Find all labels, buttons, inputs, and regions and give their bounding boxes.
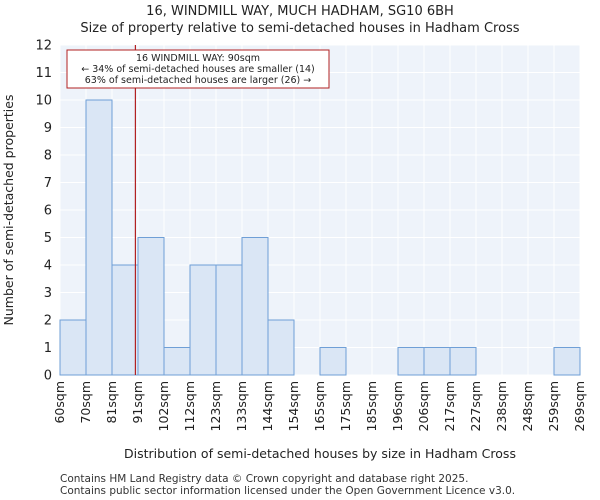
y-tick-label: 0: [44, 369, 52, 384]
x-tick-label: 227sqm: [468, 381, 483, 431]
footer-copyright: Contains HM Land Registry data © Crown c…: [60, 473, 469, 485]
x-tick-label: 81sqm: [104, 381, 119, 424]
y-tick-label: 9: [44, 121, 52, 136]
x-tick-label: 269sqm: [572, 381, 587, 431]
x-tick-label: 144sqm: [260, 381, 275, 431]
x-tick-label: 123sqm: [208, 381, 223, 431]
y-tick-label: 12: [35, 39, 52, 54]
x-tick-label: 196sqm: [390, 381, 405, 431]
histogram-bar: [553, 347, 581, 376]
annotation-line-2: ← 34% of semi-detached houses are smalle…: [81, 64, 315, 75]
histogram-bar: [215, 264, 243, 376]
histogram-bar: [241, 237, 269, 376]
x-tick-label: 133sqm: [234, 381, 249, 431]
histogram-bar: [267, 319, 295, 376]
histogram-bar: [319, 347, 347, 376]
x-tick-label: 60sqm: [52, 381, 67, 424]
x-tick-label: 165sqm: [312, 381, 327, 431]
y-tick-label: 8: [44, 149, 52, 164]
y-tick-label: 4: [44, 259, 52, 274]
histogram-bar: [163, 347, 191, 376]
x-tick-label: 217sqm: [442, 381, 457, 431]
y-tick-label: 5: [44, 231, 52, 246]
x-tick-label: 248sqm: [520, 381, 535, 431]
chart-title: 16, WINDMILL WAY, MUCH HADHAM, SG10 6BH: [146, 4, 454, 19]
x-tick-label: 259sqm: [546, 381, 561, 431]
y-tick-label: 10: [35, 94, 52, 109]
y-tick-label: 11: [35, 66, 52, 81]
histogram-bar: [397, 347, 425, 376]
x-tick-label: 185sqm: [364, 381, 379, 431]
y-tick-label: 2: [44, 314, 52, 329]
y-tick-label: 1: [44, 341, 52, 356]
histogram-bar: [85, 99, 113, 376]
x-tick-label: 154sqm: [286, 381, 301, 431]
annotation-line-3: 63% of semi-detached houses are larger (…: [85, 75, 312, 86]
y-tick-label: 3: [44, 286, 52, 301]
annotation-line-1: 16 WINDMILL WAY: 90sqm: [136, 53, 260, 64]
annotation-box: [66, 49, 330, 89]
x-tick-label: 206sqm: [416, 381, 431, 431]
y-tick-label: 6: [44, 204, 52, 219]
footer-licence: Contains public sector information licen…: [60, 485, 516, 497]
histogram-bar: [449, 347, 477, 376]
x-axis-label: Distribution of semi-detached houses by …: [124, 446, 516, 461]
x-tick-label: 112sqm: [182, 381, 197, 431]
histogram-bar: [189, 264, 217, 376]
histogram-bar: [423, 347, 451, 376]
x-tick-label: 102sqm: [156, 381, 171, 431]
x-tick-label: 91sqm: [130, 381, 145, 424]
histogram-bar: [137, 237, 165, 376]
chart-subtitle: Size of property relative to semi-detach…: [80, 21, 520, 36]
histogram-bar: [111, 264, 139, 376]
x-tick-label: 238sqm: [494, 381, 509, 431]
x-tick-label: 70sqm: [78, 381, 93, 424]
y-tick-label: 7: [44, 176, 52, 191]
histogram-bar: [59, 319, 87, 376]
x-tick-label: 175sqm: [338, 381, 353, 431]
y-axis-label: Number of semi-detached properties: [1, 95, 16, 326]
